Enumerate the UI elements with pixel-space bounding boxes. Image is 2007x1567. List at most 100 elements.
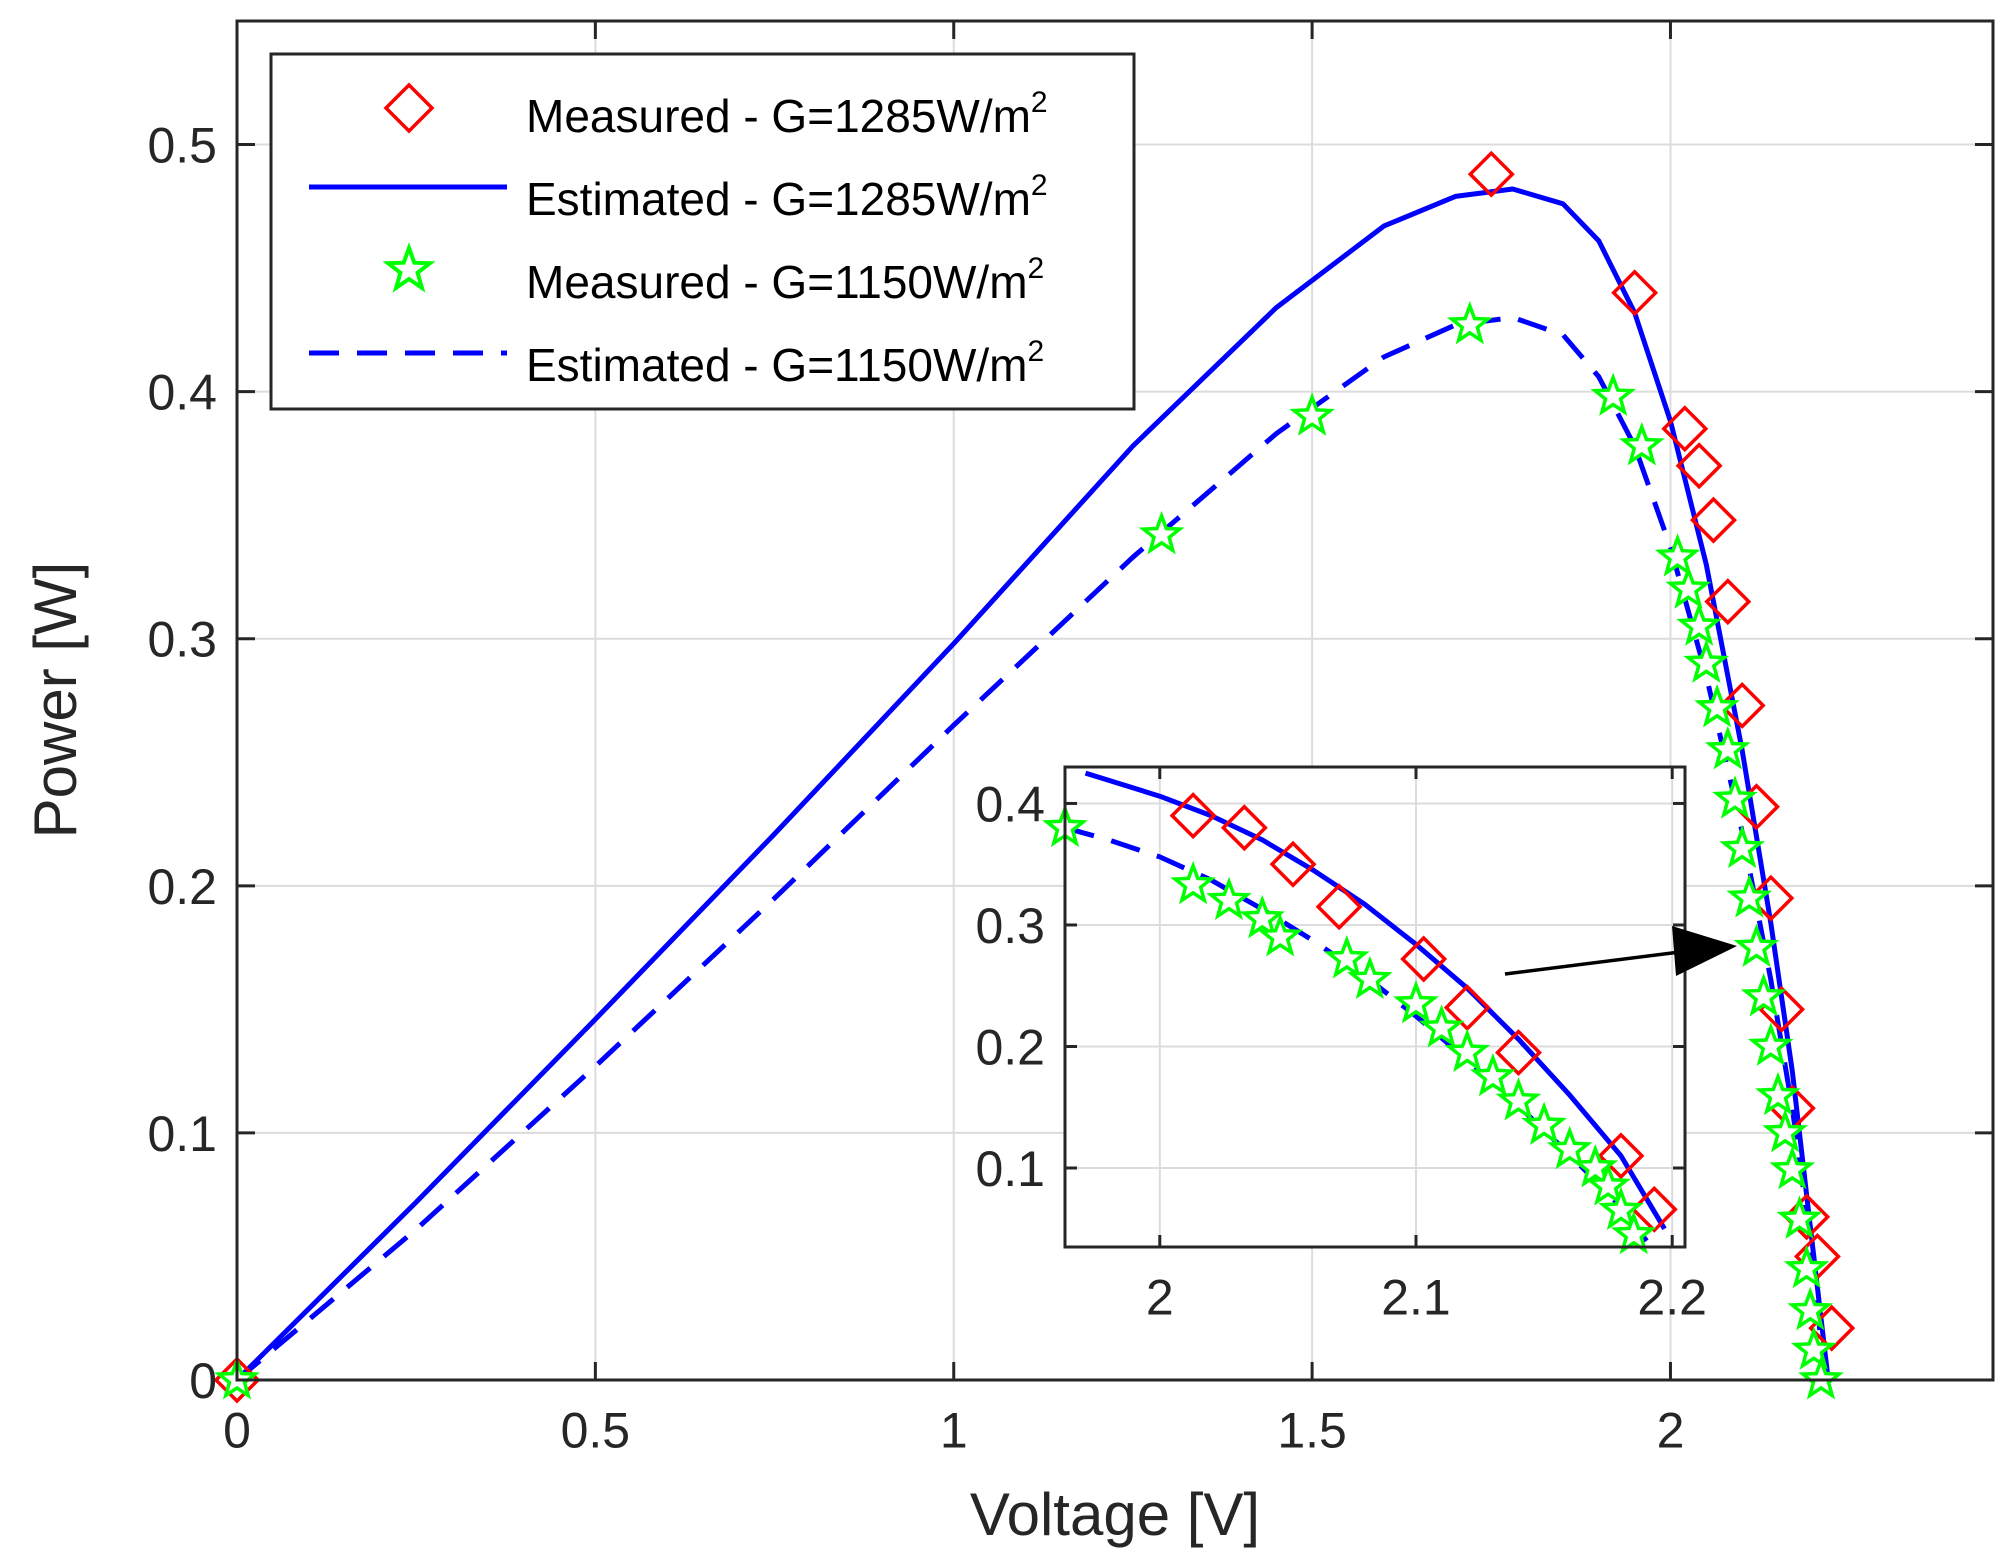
inset-diamond-point [1630,1185,1678,1233]
main-star-point [1783,1244,1830,1289]
inset-star-point [1470,1052,1516,1097]
legend-star-marker [382,242,436,293]
zoom-inset: 2 2.1 2.2 0.1 0.2 0.3 0.4 [975,765,1707,1326]
inset-ytick-label-2: 0.3 [975,898,1045,954]
main-curves [235,186,1831,1382]
inset-star-point [1585,1162,1631,1206]
main-xtick-label-4: 2 [1657,1403,1685,1459]
inset-star-point [1347,955,1393,1000]
main-axes-box [235,19,1995,1382]
main-xtick-label-3: 1.5 [1277,1403,1347,1459]
inset-series-solid-line [1084,770,1667,1231]
legend: Measured - G=1285W/m2 Estimated - G=1285… [269,52,1136,411]
inset-star-point [1546,1125,1593,1170]
main-star-point [1446,300,1493,345]
main-xtick-label-2: 1 [940,1403,968,1459]
legend-box [269,52,1136,411]
main-diamond-point [1675,442,1723,490]
zoom-arrow-line [1504,950,1681,976]
inset-diamond-point [1169,792,1217,840]
main-diamond-point [1718,681,1766,729]
inset-markers [1042,792,1678,1255]
inset-star-point [1206,876,1252,921]
main-star-point [1618,422,1665,466]
main-star-point [1676,602,1722,646]
legend-label-measured-1285: Measured - G=1285W/m2 [526,86,1048,142]
inset-diamond-point [1315,883,1363,931]
main-ytick-label-2: 0.2 [147,859,217,915]
main-star-point [1755,1071,1801,1116]
legend-diamond-marker [383,82,435,134]
main-star-point [1798,1356,1844,1400]
main-star-point [1665,565,1712,609]
main-ytick-label-5: 0.5 [147,118,217,174]
main-star-point [1740,972,1787,1017]
inset-star-point [1170,860,1216,905]
main-star-point [1694,683,1740,728]
main-ytick-label-4: 0.4 [147,365,217,421]
inset-diamond-point [1494,1029,1542,1077]
main-star-point [1776,1195,1823,1239]
main-diamond-point [1704,578,1752,626]
y-axis-label: Power [W] [22,562,89,839]
legend-label-estimated-1285: Estimated - G=1285W/m2 [526,169,1048,225]
inset-star-point [1323,935,1370,979]
inset-star-point [1610,1210,1657,1255]
main-ticks: 0 0.5 1 1.5 2 0 0.1 0.2 0.3 0.4 0.5 [147,21,1993,1459]
main-diamond-point [1689,496,1737,544]
main-star-point [1719,824,1765,869]
main-star-point [1733,923,1780,968]
main-diamond-point [1783,1193,1831,1241]
inset-diamond-point [1220,804,1268,852]
x-axis-label: Voltage [V] [970,1481,1260,1548]
inset-star-point [1393,980,1439,1024]
inset-star-point [1572,1143,1619,1188]
inset-axes-box [1063,765,1687,1249]
main-series-dashed-line [235,315,1828,1382]
inset-ytick-label-0: 0.1 [975,1141,1045,1197]
legend-label-measured-1150: Measured - G=1150W/m2 [526,252,1044,308]
inset-ytick-label-3: 0.4 [975,776,1045,832]
main-series-solid-line [235,186,1831,1382]
main-star-point [1289,392,1335,436]
main-star-point [1654,533,1701,577]
inset-star-point [1495,1077,1542,1121]
main-star-point [1790,1326,1837,1370]
inset-ticks: 2 2.1 2.2 0.1 0.2 0.3 0.4 [975,767,1707,1326]
main-diamond-point [1661,405,1709,453]
main-ytick-label-0: 0 [189,1353,217,1409]
main-star-point [1726,874,1773,918]
inset-xtick-label-1: 2.1 [1381,1270,1451,1326]
inset-diamond-point [1597,1132,1645,1180]
main-diamond-point [1467,150,1515,198]
main-star-point [1762,1108,1808,1153]
main-diamond-point [1611,269,1659,317]
inset-diamond-point [1443,984,1491,1032]
main-ytick-label-3: 0.3 [147,612,217,668]
main-star-point [1747,1022,1794,1066]
inset-diamond-point [1269,840,1317,888]
inset-star-point [1444,1028,1491,1072]
main-star-point [1704,725,1751,770]
inset-xtick-label-2: 2.2 [1637,1270,1707,1326]
inset-star-point [1598,1186,1644,1230]
main-ytick-label-1: 0.1 [147,1106,217,1162]
inset-star-point [1239,894,1285,939]
inset-grid [1065,767,1685,1247]
main-markers [213,150,1856,1404]
main-star-point [1787,1286,1834,1331]
zoom-arrow-head [1672,926,1737,976]
inset-xtick-label-0: 2 [1146,1270,1174,1326]
inset-star-point [1257,913,1304,957]
main-xtick-label-1: 0.5 [561,1403,631,1459]
main-star-point [1683,639,1730,683]
legend-label-estimated-1150: Estimated - G=1150W/m2 [526,335,1044,391]
main-star-point [1590,372,1636,416]
main-star-point [1769,1146,1816,1190]
main-star-point [1712,775,1758,819]
main-star-point [1138,510,1185,555]
inset-diamond-point [1400,935,1448,983]
inset-ytick-label-1: 0.2 [975,1019,1045,1075]
main-xtick-label-0: 0 [223,1403,251,1459]
